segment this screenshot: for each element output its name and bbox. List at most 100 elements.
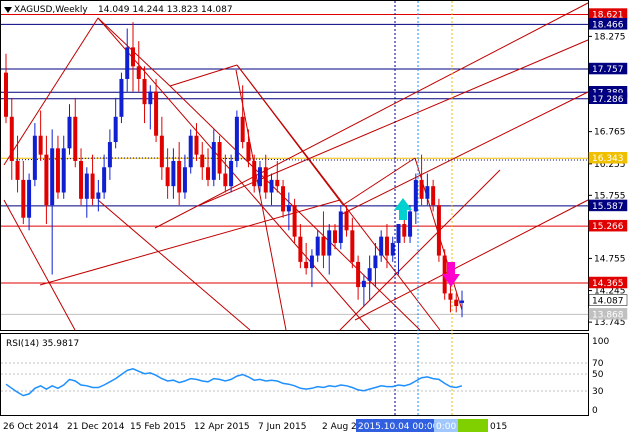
candle[interactable]	[9, 97, 14, 180]
candle[interactable]	[425, 173, 430, 206]
candle[interactable]	[315, 230, 320, 262]
trend-line[interactable]	[3, 17, 99, 166]
candle[interactable]	[408, 205, 413, 243]
arrow-down-icon[interactable]	[442, 262, 460, 287]
candle[interactable]	[4, 53, 8, 124]
arrow-up-icon[interactable]	[394, 198, 412, 220]
candle[interactable]	[257, 160, 262, 193]
candle[interactable]	[61, 135, 66, 199]
candle[interactable]	[327, 224, 332, 275]
candle[interactable]	[269, 173, 274, 206]
price-tag: 15.587	[588, 199, 628, 212]
candle[interactable]	[21, 160, 26, 225]
trend-line[interactable]	[39, 199, 341, 286]
candle[interactable]	[338, 205, 343, 250]
candle[interactable]	[84, 167, 89, 218]
candle[interactable]	[32, 123, 37, 187]
candle[interactable]	[90, 154, 95, 206]
candle[interactable]	[384, 224, 389, 269]
candle[interactable]	[119, 72, 124, 124]
candle[interactable]	[206, 148, 211, 187]
candle[interactable]	[367, 255, 372, 300]
candle[interactable]	[298, 224, 303, 269]
symbol-label: XAGUSD,Weekly	[14, 5, 88, 15]
candle[interactable]	[431, 179, 436, 212]
candle[interactable]	[275, 160, 280, 193]
trend-line[interactable]	[235, 69, 287, 331]
candle[interactable]	[159, 116, 164, 180]
candle[interactable]	[344, 205, 349, 237]
candle[interactable]	[154, 78, 159, 143]
candle[interactable]	[454, 293, 459, 313]
candle[interactable]	[130, 22, 135, 92]
candle[interactable]	[240, 85, 245, 149]
trend-line[interactable]	[339, 91, 589, 216]
candle[interactable]	[460, 290, 464, 318]
candle[interactable]	[361, 274, 366, 307]
candle[interactable]	[286, 192, 291, 231]
candle[interactable]	[44, 135, 49, 225]
candle[interactable]	[373, 242, 378, 288]
candle[interactable]	[171, 148, 176, 199]
candle[interactable]	[188, 129, 193, 174]
trend-line[interactable]	[342, 157, 416, 206]
candle[interactable]	[263, 154, 268, 199]
trend-line[interactable]	[154, 2, 589, 229]
candle[interactable]	[177, 142, 182, 206]
candle[interactable]	[281, 179, 286, 218]
candle[interactable]	[107, 129, 112, 180]
candle[interactable]	[436, 198, 441, 262]
candle[interactable]	[125, 28, 130, 92]
candle[interactable]	[96, 179, 101, 212]
candle[interactable]	[79, 148, 84, 206]
candle[interactable]	[27, 173, 32, 231]
trend-line[interactable]	[97, 199, 251, 331]
trend-line[interactable]	[339, 169, 501, 331]
candle[interactable]	[142, 66, 147, 124]
trend-line[interactable]	[236, 64, 441, 331]
trend-line[interactable]	[169, 64, 238, 87]
candle[interactable]	[350, 217, 355, 269]
candle[interactable]	[356, 255, 361, 300]
candle[interactable]	[229, 154, 234, 193]
candle[interactable]	[15, 135, 20, 193]
candle[interactable]	[309, 249, 314, 288]
candle[interactable]	[211, 129, 216, 187]
candle[interactable]	[223, 154, 228, 193]
candle[interactable]	[50, 129, 55, 275]
candle[interactable]	[396, 224, 401, 275]
candle[interactable]	[102, 154, 107, 199]
price-tag: 14.087	[588, 294, 628, 307]
horizontal-levels[interactable]	[1, 14, 588, 315]
candle[interactable]	[304, 242, 309, 275]
time-axis[interactable]: 26 Oct 2014 21 Dec 2014 15 Feb 2015 12 A…	[3, 419, 507, 432]
candle[interactable]	[136, 41, 141, 92]
candle[interactable]	[194, 123, 199, 161]
candle[interactable]	[165, 148, 170, 199]
candle[interactable]	[67, 104, 72, 155]
candle[interactable]	[292, 198, 297, 243]
trend-lines[interactable]	[3, 2, 589, 331]
candle[interactable]	[73, 97, 78, 168]
trend-line[interactable]	[97, 17, 371, 331]
candle[interactable]	[333, 224, 338, 250]
candle[interactable]	[413, 173, 418, 225]
candle[interactable]	[252, 154, 257, 193]
candle[interactable]	[113, 97, 118, 149]
candle[interactable]	[148, 85, 153, 130]
rsi-line[interactable]	[5, 368, 463, 397]
candle[interactable]	[419, 154, 424, 206]
trend-line[interactable]	[354, 199, 589, 321]
candle[interactable]	[390, 236, 395, 262]
candle[interactable]	[321, 211, 326, 269]
candle[interactable]	[234, 110, 239, 168]
candle[interactable]	[246, 129, 251, 168]
candle[interactable]	[182, 154, 187, 199]
candle[interactable]	[55, 135, 60, 199]
candle[interactable]	[217, 135, 222, 180]
candle[interactable]	[38, 110, 43, 161]
trend-line[interactable]	[3, 199, 76, 331]
candle[interactable]	[379, 230, 384, 262]
candle[interactable]	[200, 142, 205, 180]
